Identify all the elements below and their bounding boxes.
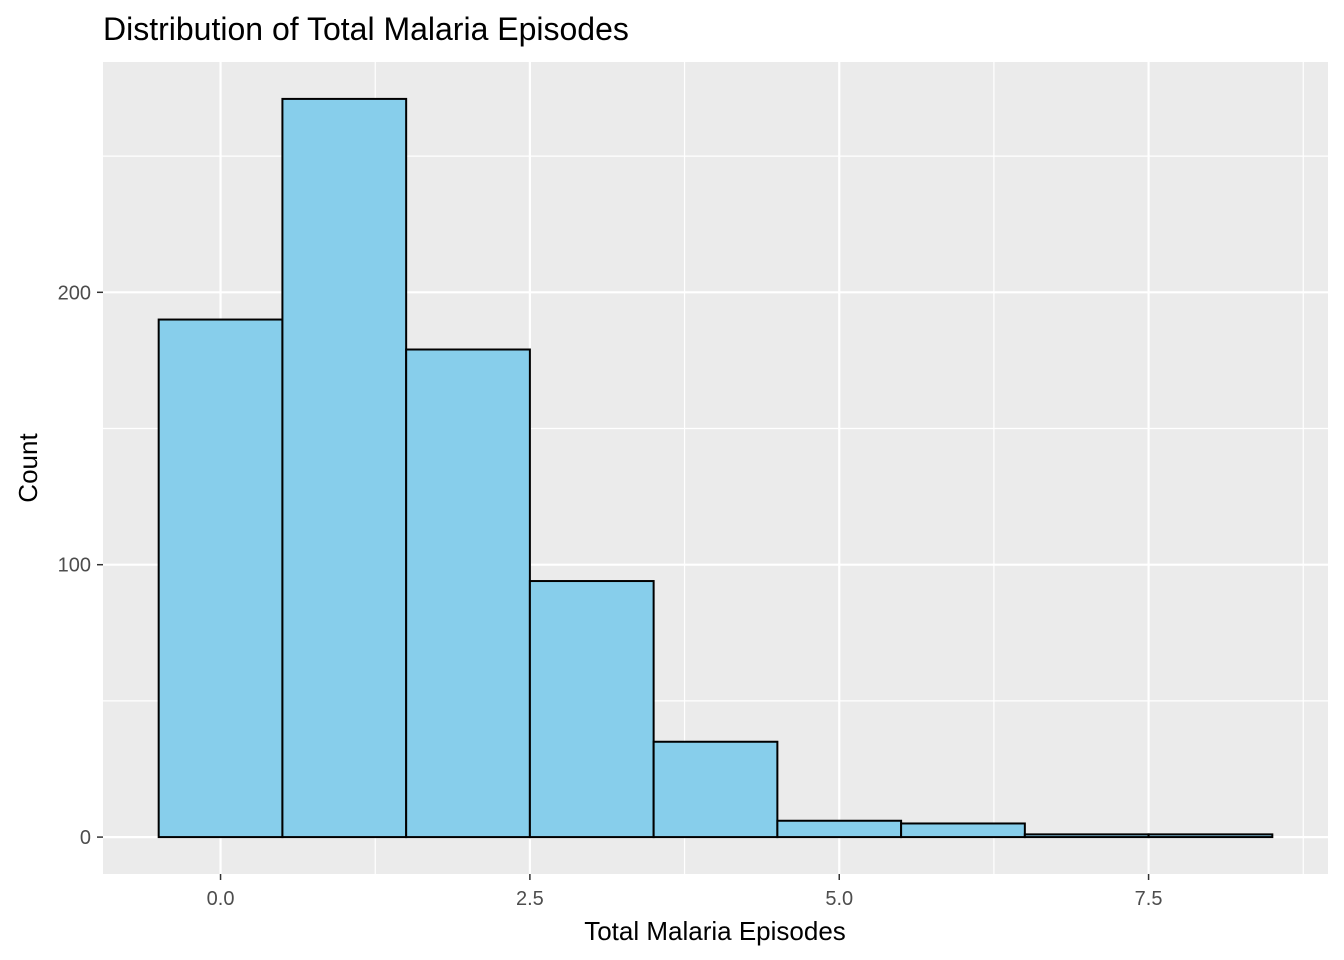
histogram-bar	[281, 97, 408, 839]
histogram-bar	[776, 819, 903, 839]
y-axis-title: Count	[13, 433, 43, 503]
histogram-bar	[1023, 833, 1150, 839]
x-axis-title: Total Malaria Episodes	[584, 916, 846, 946]
x-tick-label: 2.5	[516, 888, 544, 910]
x-tick-label: 5.0	[825, 888, 853, 910]
histogram-bar	[528, 580, 655, 839]
y-tick-label: 200	[58, 282, 91, 304]
histogram-bars	[157, 97, 1274, 839]
histogram-bar	[652, 740, 779, 839]
histogram-bar	[157, 318, 284, 839]
y-tick-label: 100	[58, 555, 91, 577]
x-axis: 0.0 2.5 5.0 7.5	[207, 874, 1163, 910]
x-tick-label: 0.0	[207, 888, 235, 910]
chart-title: Distribution of Total Malaria Episodes	[103, 11, 629, 47]
y-tick-label: 0	[80, 827, 91, 849]
histogram-bar	[900, 822, 1026, 839]
x-tick-label: 7.5	[1135, 888, 1163, 910]
histogram-bar	[405, 348, 531, 839]
histogram-bar	[1147, 833, 1274, 839]
y-axis: 0 100 200	[58, 282, 103, 849]
